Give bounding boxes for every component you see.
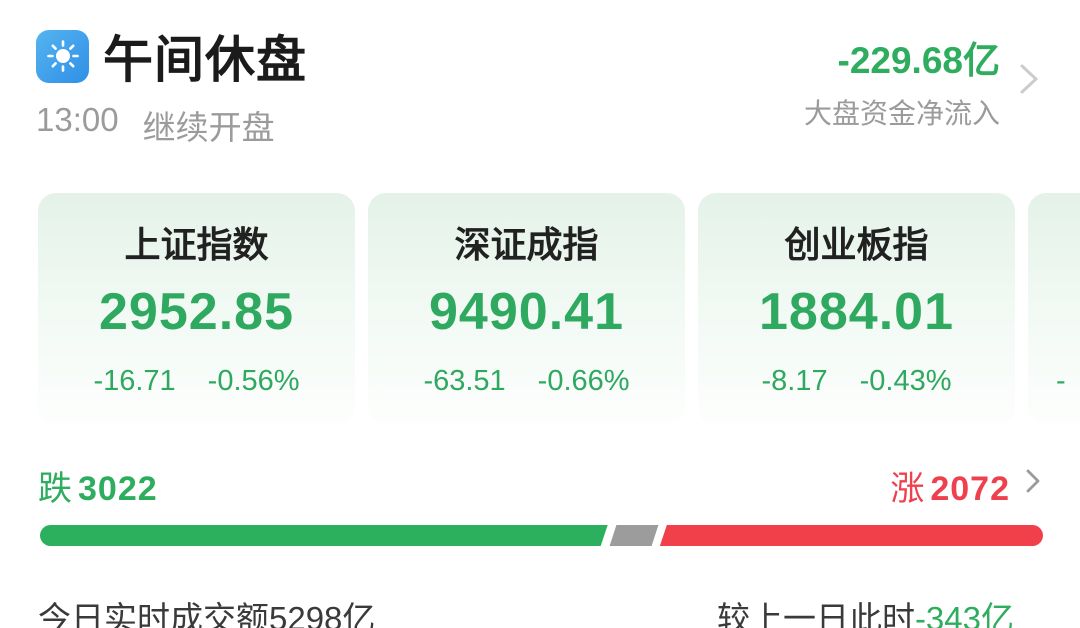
header-left: 午间休盘 13:00 继续开盘 xyxy=(36,20,307,149)
index-change-pct: -0.56% xyxy=(207,365,300,397)
net-inflow-label: 大盘资金净流入 xyxy=(803,98,1000,129)
index-card-chinext[interactable]: 创业板指 1884.01 -8.17 -0.43% xyxy=(698,193,1015,425)
advancers-count: 2072 xyxy=(930,470,1010,508)
index-change-pct: -0.43% xyxy=(859,365,952,397)
sun-icon xyxy=(36,29,89,83)
breadth-bar-up xyxy=(659,525,1043,546)
index-value: 2952.85 xyxy=(99,283,294,341)
net-inflow-value: -229.68亿 xyxy=(837,40,1001,81)
comparison-label: 较上一日此时 xyxy=(716,600,915,628)
advancers-link[interactable]: 涨 2072 xyxy=(890,461,1042,510)
index-change-row: - xyxy=(1028,363,1080,399)
index-change: -16.71 xyxy=(93,365,176,397)
breadth-bar xyxy=(40,525,1043,546)
index-change: -63.51 xyxy=(423,365,506,397)
decliners: 跌 3022 xyxy=(38,461,158,510)
comparison-text: 较上一日此时-343亿 xyxy=(717,592,1014,628)
index-change: -8.17 xyxy=(761,365,828,397)
index-cards-row: 上证指数 2952.85 -16.71 -0.56% 深证成指 9490.41 … xyxy=(38,193,1080,425)
index-change-pct: -0.66% xyxy=(537,365,630,397)
reopen-status: 继续开盘 xyxy=(142,109,275,146)
breadth-bar-down xyxy=(40,525,608,546)
reopen-subtitle: 13:00 继续开盘 xyxy=(36,101,307,149)
index-change-row: -63.51 -0.66% xyxy=(368,363,685,399)
decliners-count: 3022 xyxy=(78,470,158,508)
index-name: 深证成指 xyxy=(454,224,599,265)
header: 午间休盘 13:00 继续开盘 -229.68亿 大盘资金净流入 xyxy=(0,0,1080,149)
comparison-value: -343亿 xyxy=(914,600,1014,628)
turnover-text: 今日实时成交额5298亿 xyxy=(38,600,376,628)
index-card-shenzhen[interactable]: 深证成指 9490.41 -63.51 -0.66% xyxy=(368,193,685,425)
index-card-shanghai[interactable]: 上证指数 2952.85 -16.71 -0.56% xyxy=(38,193,355,425)
chevron-right-icon xyxy=(1024,466,1042,505)
net-inflow-link[interactable]: -229.68亿 大盘资金净流入 xyxy=(804,30,1042,132)
index-name: 创业板指 xyxy=(784,224,929,265)
breadth-bar-flat xyxy=(609,525,659,546)
reopen-time: 13:00 xyxy=(36,101,119,138)
index-card-peek[interactable]: - xyxy=(1028,193,1080,425)
index-value: 9490.41 xyxy=(429,283,624,341)
advancers-label: 涨 xyxy=(890,470,925,508)
index-change-row: -8.17 -0.43% xyxy=(698,363,1015,399)
chevron-right-icon xyxy=(1016,58,1042,105)
index-name: 上证指数 xyxy=(124,224,269,265)
decliners-label: 跌 xyxy=(38,470,72,508)
index-value: 1884.01 xyxy=(759,283,954,341)
page-title: 午间休盘 xyxy=(103,32,307,88)
index-change: - xyxy=(1056,365,1066,397)
index-change-row: -16.71 -0.56% xyxy=(38,363,355,399)
breadth-row: 跌 3022 涨 2072 xyxy=(38,461,1042,510)
footer: 今日实时成交额5298亿 较上一日此时-343亿 xyxy=(38,592,1014,628)
